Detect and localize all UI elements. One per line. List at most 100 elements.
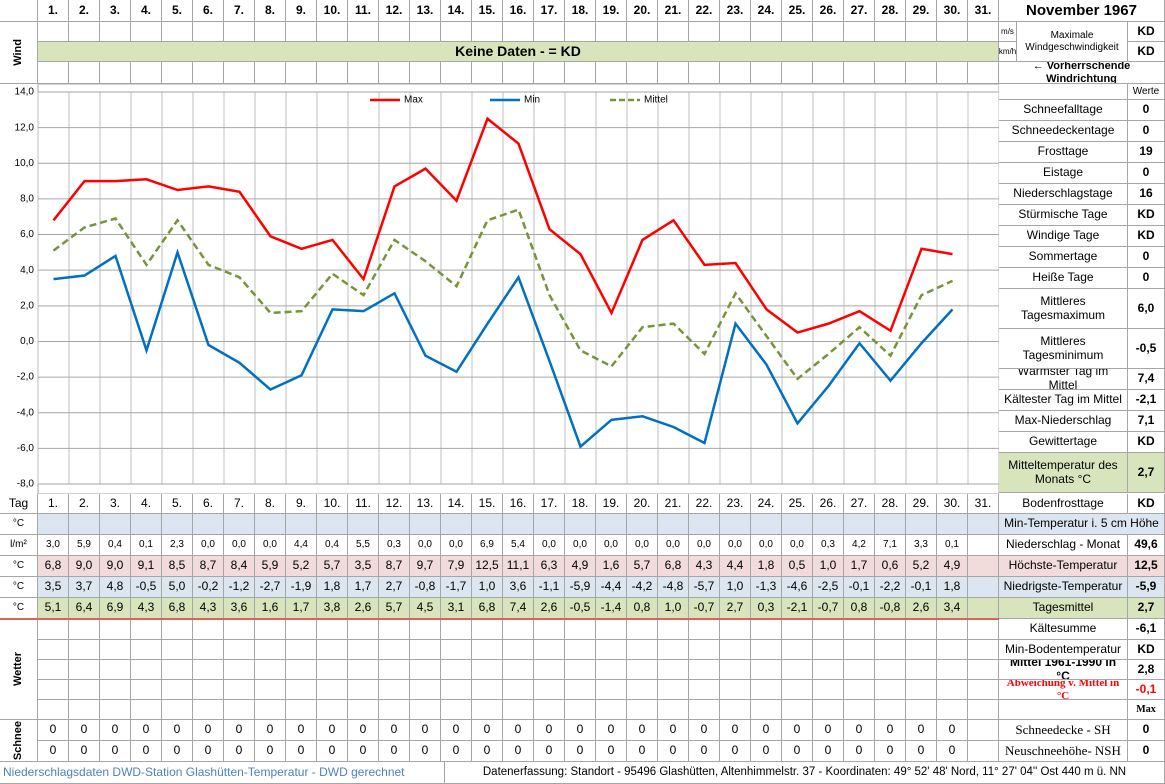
wind-cell: [286, 22, 317, 42]
wind-cell: [937, 62, 968, 84]
legend-label: Mittel: [644, 95, 668, 106]
data-cell: -1,2: [224, 577, 255, 598]
schnee-cell: 0: [844, 720, 875, 741]
day-header: 12.: [379, 494, 410, 514]
wetter-cell: [627, 660, 658, 680]
data-cell: 5,9: [69, 535, 100, 556]
data-cell: 3,0: [38, 535, 69, 556]
footer-left: Niederschlagsdaten DWD-Station Glashütte…: [0, 762, 445, 784]
wetter-cell: [813, 660, 844, 680]
summary-value: -0,1: [1128, 680, 1165, 700]
wind-cell: [441, 22, 472, 42]
unit-label: °C: [0, 577, 38, 598]
day-header: 30.: [937, 0, 968, 22]
data-cell: 1,6: [255, 598, 286, 619]
wetter-cell: [348, 640, 379, 660]
wetter-cell: [162, 680, 193, 700]
schnee-cell: 0: [596, 720, 627, 741]
wetter-cell: [255, 660, 286, 680]
data-cell: 3,7: [69, 577, 100, 598]
data-cell: 1,7: [844, 556, 875, 577]
wetter-cell: [534, 700, 565, 720]
wetter-cell: [100, 620, 131, 640]
wind-label: Wind: [0, 22, 38, 84]
schnee-cell: 0: [348, 741, 379, 762]
wind-cell: [627, 62, 658, 84]
wetter-cell: [720, 620, 751, 640]
day-header: 20.: [627, 494, 658, 514]
wetter-cell: [38, 660, 69, 680]
schnee-cell: 0: [596, 741, 627, 762]
day-header: 26.: [813, 494, 844, 514]
month-title: November 1967: [999, 0, 1165, 22]
day-header: 15.: [472, 494, 503, 514]
data-cell: 5,7: [627, 556, 658, 577]
schnee-max-header: Max: [1128, 700, 1165, 720]
stat-label: Windige Tage: [999, 226, 1128, 247]
day-header: 31.: [968, 494, 999, 514]
wetter-cell: [782, 680, 813, 700]
data-cell: 5,7: [317, 556, 348, 577]
stat-value: KD: [1128, 226, 1165, 247]
schnee-label: Schnee: [0, 720, 38, 762]
wind-cell: [751, 62, 782, 84]
data-cell: 0,1: [937, 535, 968, 556]
unit-label: °C: [0, 556, 38, 577]
data-cell: [782, 514, 813, 535]
stat-label: Frosttage: [999, 142, 1128, 163]
day-header: 18.: [565, 0, 596, 22]
data-cell: [627, 514, 658, 535]
schnee-cell: 0: [286, 741, 317, 762]
wind-cell: [317, 62, 348, 84]
data-cell: 11,1: [503, 556, 534, 577]
data-cell: 3,3: [906, 535, 937, 556]
data-cell: -2,5: [813, 577, 844, 598]
wind-cell: [410, 22, 441, 42]
wind-cell: [131, 22, 162, 42]
data-cell: [844, 514, 875, 535]
wetter-cell: [751, 640, 782, 660]
schnee-cell: 0: [813, 741, 844, 762]
data-cell: -0,8: [875, 598, 906, 619]
wetter-cell: [689, 640, 720, 660]
wetter-cell: [689, 620, 720, 640]
schnee-cell: 0: [379, 741, 410, 762]
schnee-cell: 0: [38, 741, 69, 762]
schnee-cell: 0: [751, 720, 782, 741]
wind-cell: [565, 62, 596, 84]
wetter-cell: [751, 620, 782, 640]
wind-cell: [689, 22, 720, 42]
legend-label: Min: [524, 95, 540, 106]
wetter-label: Wetter: [0, 620, 38, 720]
data-cell: [751, 514, 782, 535]
data-cell: [875, 514, 906, 535]
wetter-cell: [441, 620, 472, 640]
data-cell: -0,5: [565, 598, 596, 619]
data-cell: -1,9: [286, 577, 317, 598]
wetter-cell: [751, 680, 782, 700]
data-cell: 4,4: [720, 556, 751, 577]
day-header: 19.: [596, 494, 627, 514]
wetter-cell: [317, 680, 348, 700]
wind-cell: [720, 22, 751, 42]
data-cell: [968, 577, 999, 598]
data-cell: 4,5: [410, 598, 441, 619]
wetter-cell: [224, 640, 255, 660]
schnee-cell: 0: [472, 720, 503, 741]
data-cell: -0,5: [131, 577, 162, 598]
stat-label: Max-Niederschlag: [999, 411, 1128, 432]
wind-cell: [317, 22, 348, 42]
y-tick-label: 8,0: [20, 194, 34, 205]
data-cell: [937, 514, 968, 535]
wetter-cell: [441, 680, 472, 700]
day-header: 30.: [937, 494, 968, 514]
data-cell: 8,5: [162, 556, 193, 577]
day-header: 11.: [348, 0, 379, 22]
day-header: 16.: [503, 494, 534, 514]
stat-value: 0: [1128, 121, 1165, 142]
wetter-cell: [627, 640, 658, 660]
summary-value: 12,5: [1128, 556, 1165, 577]
data-cell: 7,4: [503, 598, 534, 619]
data-cell: 0,6: [875, 556, 906, 577]
